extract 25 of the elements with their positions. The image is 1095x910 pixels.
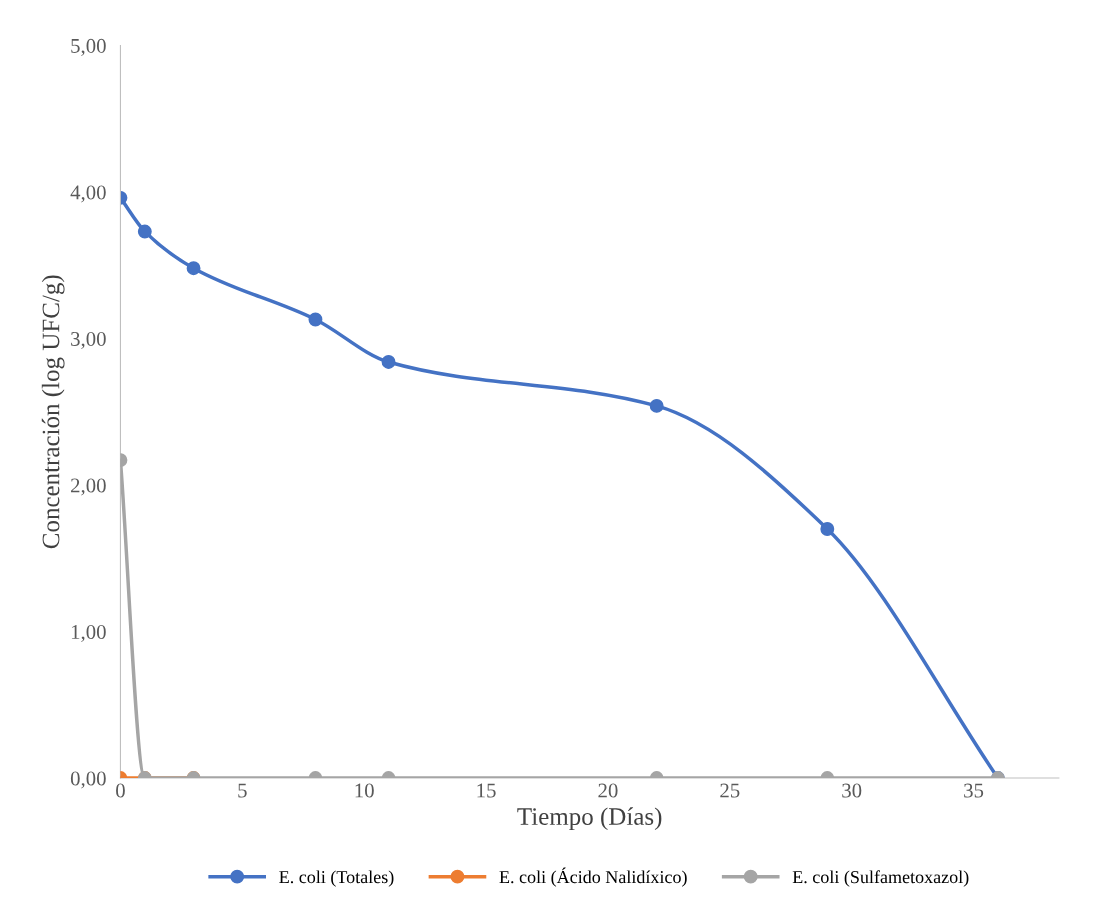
x-tick-label: 20: [598, 783, 618, 798]
y-tick-label: 2,00: [71, 478, 106, 496]
y-axis-title: Concentración (log UFC/g): [41, 275, 65, 549]
y-tick-label: 3,00: [71, 331, 106, 349]
legend-label: E. coli (Ácido Nalidíxico): [499, 867, 687, 887]
x-tick-label: 15: [477, 783, 496, 798]
point: [820, 522, 835, 536]
y-tick-label: 1,00: [71, 624, 106, 642]
x-tick-label: 10: [355, 783, 374, 798]
x-tick-label: 30: [842, 783, 862, 798]
x-axis-title: Tiempo (Días): [517, 807, 662, 831]
y-tick-label: 4,00: [70, 185, 106, 203]
x-tick-label: 35: [964, 783, 984, 798]
x-tick-label: 5: [238, 783, 247, 798]
y-tick-label: 0,00: [70, 771, 106, 789]
x-tick-label: 0: [116, 783, 125, 798]
legend-label: E. coli (Sulfametoxazol): [792, 870, 969, 887]
y-tick-label: 5,00: [71, 38, 106, 56]
point: [308, 312, 323, 327]
x-tick-label: 25: [720, 783, 740, 798]
point: [137, 224, 152, 239]
point: [649, 398, 664, 413]
point: [381, 355, 396, 369]
legend-label: E. coli (Totales): [279, 870, 394, 887]
point: [186, 261, 201, 276]
